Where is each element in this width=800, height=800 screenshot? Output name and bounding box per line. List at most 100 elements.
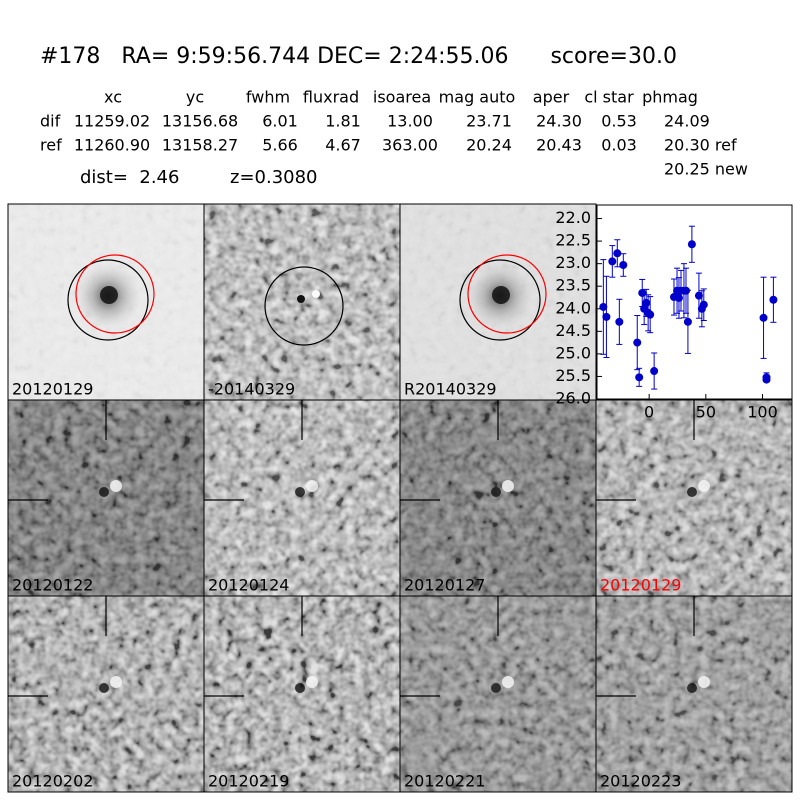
stamp-label: 20120221 xyxy=(404,772,485,791)
table-cell: 20.24 xyxy=(466,136,512,155)
stamp-label: -20140329 xyxy=(208,380,295,399)
data-point xyxy=(646,310,655,319)
source-light xyxy=(306,676,318,688)
table-cell: 23.71 xyxy=(466,112,512,131)
table-cell: 24.09 xyxy=(664,112,710,131)
data-point xyxy=(608,257,617,266)
source-dark xyxy=(491,683,501,693)
table-cell: 13158.27 xyxy=(162,136,238,155)
data-point xyxy=(602,312,611,321)
stamp-label: 20120129 xyxy=(600,576,681,595)
table-cell: 20.43 xyxy=(536,136,582,155)
dist-label: dist= 2.46 xyxy=(80,167,179,188)
x-tick-label: 50 xyxy=(696,403,716,422)
column-header: isoarea xyxy=(373,88,431,107)
data-point xyxy=(674,293,683,302)
stamp-label: 20120122 xyxy=(12,576,93,595)
y-tick-label: 22.0 xyxy=(555,208,591,227)
galaxy-core xyxy=(492,286,510,304)
plot-area xyxy=(596,204,793,400)
source-dark xyxy=(491,487,501,497)
source-light xyxy=(110,676,122,688)
data-point xyxy=(699,300,708,309)
table-cell: 11260.90 xyxy=(74,136,150,155)
y-tick-label: 24.5 xyxy=(555,321,591,340)
stamp-border xyxy=(595,595,793,793)
table-cell: 24.30 xyxy=(536,112,582,131)
table-cell: 13.00 xyxy=(387,112,433,131)
stamp-label: 20120202 xyxy=(12,772,93,791)
data-point xyxy=(619,261,628,270)
aperture-black xyxy=(459,259,541,341)
data-point xyxy=(650,367,659,376)
source-light xyxy=(110,480,122,492)
y-tick-label: 22.5 xyxy=(555,231,591,250)
source-light xyxy=(312,290,320,298)
column-header: cl star xyxy=(584,88,634,107)
table-cell: 363.00 xyxy=(382,136,438,155)
data-point xyxy=(599,302,608,311)
source-light xyxy=(698,676,710,688)
source-dark xyxy=(687,683,697,693)
column-header: yc xyxy=(186,88,204,107)
aperture-red xyxy=(467,254,547,334)
data-point xyxy=(694,291,703,300)
table-cell: 0.53 xyxy=(601,112,637,131)
source-light xyxy=(306,480,318,492)
source-dark xyxy=(295,683,305,693)
aperture-black xyxy=(264,266,344,346)
data-point xyxy=(635,373,644,382)
y-tick-label: 25.0 xyxy=(555,343,591,362)
column-header: xc xyxy=(104,88,122,107)
y-tick-label: 23.5 xyxy=(555,276,591,295)
stamp-label: 20120127 xyxy=(404,576,485,595)
data-point xyxy=(683,317,692,326)
table-cell: 1.81 xyxy=(325,112,361,131)
source-dark xyxy=(297,295,305,303)
stamp-label: 20120124 xyxy=(208,576,289,595)
table-cell: 6.01 xyxy=(262,112,298,131)
source-dark xyxy=(99,487,109,497)
aperture-red xyxy=(75,254,155,334)
stamp-label: 20120223 xyxy=(600,772,681,791)
y-tick-label: 24.0 xyxy=(555,298,591,317)
title: #178 RA= 9:59:56.744 DEC= 2:24:55.06 sco… xyxy=(40,44,677,69)
row-label: ref xyxy=(40,136,62,155)
column-header: phmag xyxy=(642,88,698,107)
data-point xyxy=(687,240,696,249)
redshift-label: z=0.3080 xyxy=(230,167,318,188)
data-point xyxy=(615,317,624,326)
column-header: fluxrad xyxy=(303,88,359,107)
table-cell: 4.67 xyxy=(325,136,361,155)
table-cell: 5.66 xyxy=(262,136,298,155)
column-header: fwhm xyxy=(246,88,290,107)
y-tick-label: 26.0 xyxy=(555,389,591,408)
data-point xyxy=(762,375,771,384)
source-dark xyxy=(99,683,109,693)
row-label: dif xyxy=(40,112,61,131)
x-tick-label: 0 xyxy=(644,403,654,422)
table-cell: 11259.02 xyxy=(74,112,150,131)
source-dark xyxy=(295,487,305,497)
source-light xyxy=(502,480,514,492)
source-dark xyxy=(687,487,697,497)
stamp-label: 20120129 xyxy=(12,380,93,399)
table-cell: 20.30 ref xyxy=(664,136,737,155)
data-point xyxy=(769,295,778,304)
source-light xyxy=(698,480,710,492)
table-cell: 0.03 xyxy=(601,136,637,155)
data-point xyxy=(642,298,651,307)
table-cell: 13156.68 xyxy=(162,112,238,131)
column-header: aper xyxy=(533,88,570,107)
stamp-label: R20140329 xyxy=(404,380,497,399)
table-extra: 20.25 new xyxy=(664,160,748,179)
data-point xyxy=(633,338,642,347)
source-light xyxy=(502,676,514,688)
galaxy-core xyxy=(100,286,118,304)
data-point xyxy=(759,313,768,322)
stamp-label: 20120219 xyxy=(208,772,289,791)
aperture-black xyxy=(67,259,149,341)
column-header: mag auto xyxy=(439,88,516,107)
data-point xyxy=(613,249,622,258)
